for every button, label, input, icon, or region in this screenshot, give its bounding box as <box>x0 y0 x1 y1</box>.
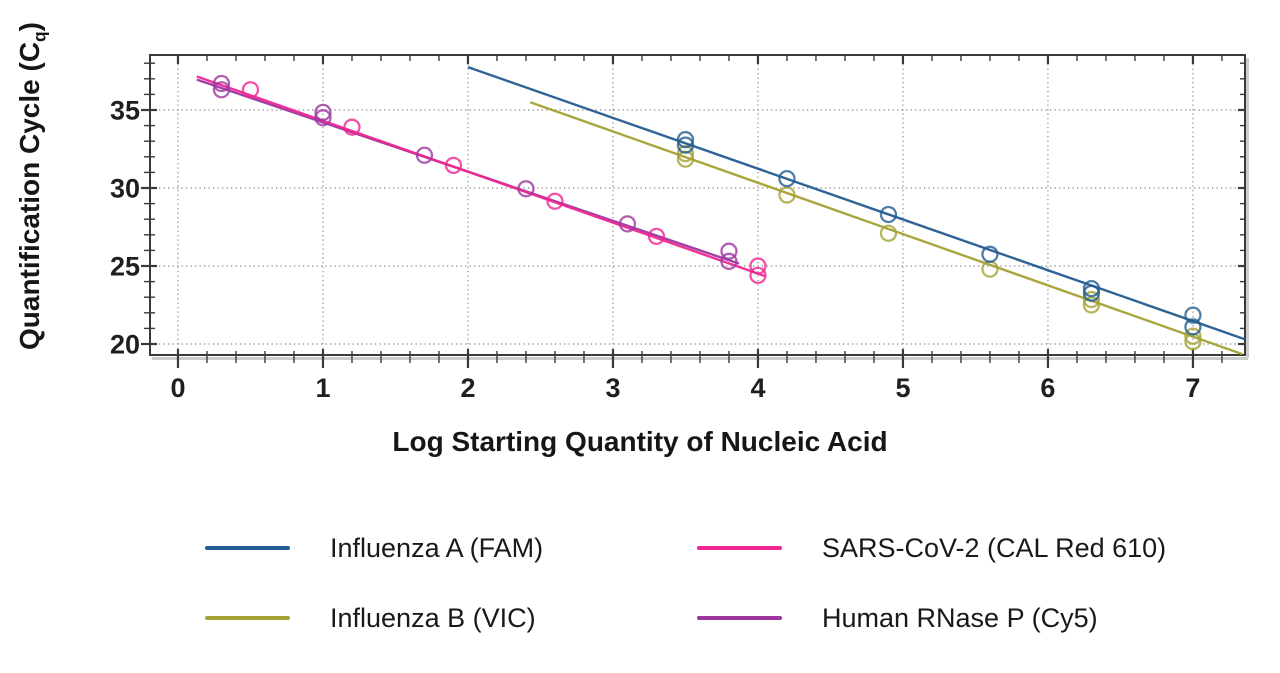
x-tick-label: 1 <box>315 373 330 403</box>
trendline <box>467 65 1246 341</box>
legend-item-influenza-a: Influenza A (FAM) <box>205 531 543 565</box>
data-point <box>749 257 767 275</box>
data-point <box>1082 284 1101 302</box>
x-tick-label: 3 <box>605 373 620 403</box>
y-axis-title-text: Quantification Cycle (C <box>14 41 45 350</box>
data-point <box>879 224 898 242</box>
x-tick-label: 6 <box>1040 373 1055 403</box>
legend-line-influenza-b <box>205 616 290 620</box>
x-tick-label: 5 <box>895 373 910 403</box>
data-point <box>314 109 332 127</box>
legend-item-sars-cov-2: SARS-CoV-2 (CAL Red 610) <box>697 531 1166 565</box>
y-tick-label: 20 <box>110 330 140 360</box>
data-point <box>212 81 231 99</box>
data-point <box>676 130 695 149</box>
legend-label-human-rnase-p: Human RNase P (Cy5) <box>822 603 1098 633</box>
data-point <box>546 192 564 210</box>
data-point <box>241 81 260 99</box>
data-point <box>647 227 666 246</box>
legend-line-human-rnase-p <box>697 616 782 620</box>
legend-item-human-rnase-p: Human RNase P (Cy5) <box>697 601 1098 635</box>
x-tick-label: 0 <box>170 373 185 403</box>
y-axis-title-subscript: q <box>29 31 50 42</box>
data-point <box>879 205 898 224</box>
data-point <box>981 245 999 263</box>
legend-line-sars-cov-2 <box>697 546 782 550</box>
data-point <box>778 186 796 204</box>
plot-border <box>149 54 1246 356</box>
y-tick-label: 35 <box>110 96 140 126</box>
data-point <box>444 156 463 175</box>
data-point <box>618 215 637 233</box>
y-axis-title-close: ) <box>14 22 45 32</box>
legend-label-influenza-b: Influenza B (VIC) <box>330 603 536 633</box>
x-tick-label: 4 <box>750 373 765 403</box>
data-point <box>314 103 332 121</box>
data-point <box>212 74 231 93</box>
data-point <box>749 266 767 285</box>
data-point <box>1082 279 1101 298</box>
data-point <box>343 118 361 136</box>
trendline <box>196 75 766 278</box>
data-point <box>1082 290 1101 309</box>
data-point <box>517 180 535 198</box>
legend-line-influenza-a <box>205 546 290 550</box>
data-point <box>415 146 434 164</box>
legend-label-influenza-a: Influenza A (FAM) <box>330 533 544 563</box>
data-point <box>778 169 796 188</box>
data-point <box>720 242 738 260</box>
data-point <box>1184 306 1202 324</box>
legend-item-influenza-b: Influenza B (VIC) <box>205 601 536 635</box>
data-point <box>1184 318 1202 336</box>
x-axis-title: Log Starting Quantity of Nucleic Acid <box>392 426 888 457</box>
y-axis-title: Quantification Cycle (Cq) <box>12 0 50 396</box>
data-point <box>1184 327 1202 345</box>
y-tick-label: 25 <box>110 252 140 282</box>
standard-curve-plot: 0 1 2 3 4 5 6 7 20 25 30 35 <box>110 54 1249 403</box>
legend-label-sars-cov-2: SARS-CoV-2 (CAL Red 610) <box>822 533 1167 563</box>
x-tick-label: 2 <box>460 373 475 403</box>
y-tick-label: 30 <box>110 174 140 204</box>
data-point <box>676 136 695 154</box>
x-tick-label: 7 <box>1185 373 1200 403</box>
data-point <box>1082 296 1101 314</box>
trendline <box>529 101 1243 356</box>
data-point <box>720 252 738 270</box>
